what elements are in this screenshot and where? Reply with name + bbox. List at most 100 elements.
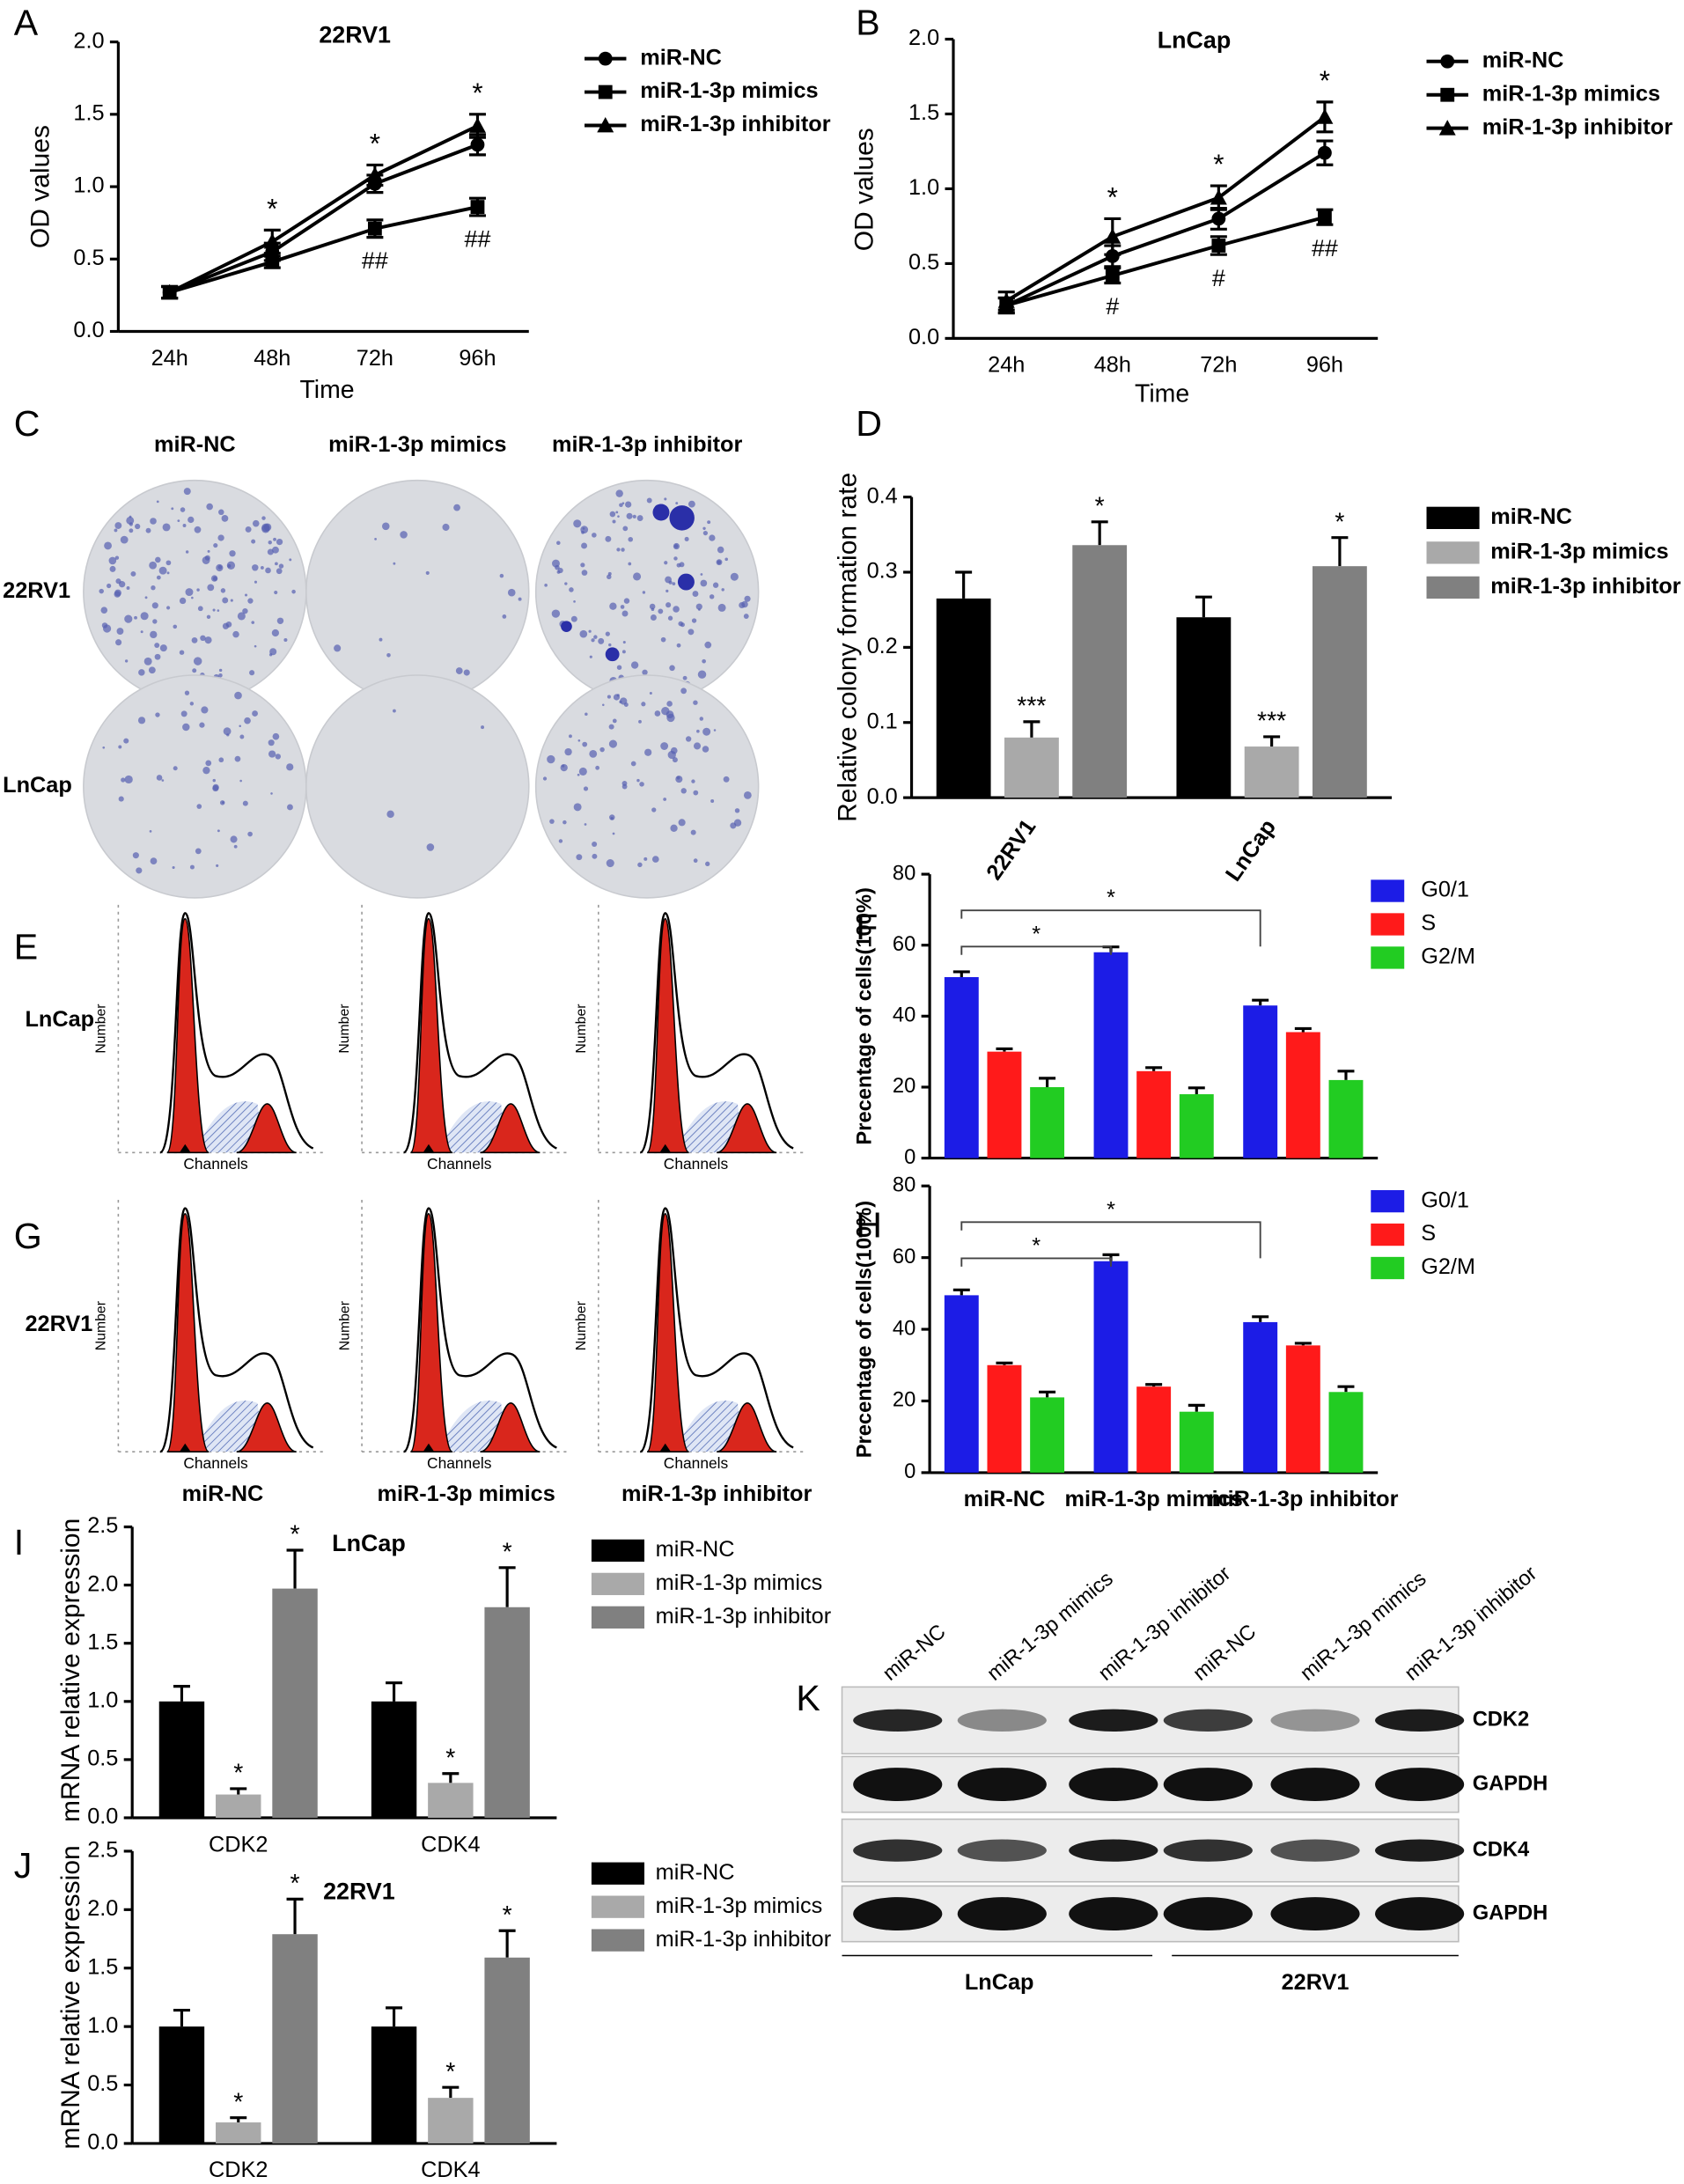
blot-band xyxy=(1375,1897,1465,1931)
colony xyxy=(247,598,254,604)
colony xyxy=(570,615,577,622)
colony xyxy=(230,835,238,843)
legend-swatch xyxy=(591,1895,644,1918)
error-bar xyxy=(1294,1026,1312,1033)
marker xyxy=(1318,145,1332,160)
colony xyxy=(425,570,430,575)
colony xyxy=(237,612,246,621)
colony xyxy=(693,700,698,705)
marker xyxy=(1211,211,1226,226)
annotation: * xyxy=(445,2058,455,2086)
colony xyxy=(154,653,161,660)
x-axis-label: Time xyxy=(1135,380,1189,408)
colony xyxy=(607,574,612,579)
colony xyxy=(612,519,616,524)
colony xyxy=(213,542,218,548)
colony xyxy=(741,600,748,608)
colony xyxy=(172,865,175,870)
colony xyxy=(518,597,522,601)
annotation: ## xyxy=(362,247,388,274)
annotation: * xyxy=(503,1901,512,1930)
panel-letter: C xyxy=(14,403,40,444)
colony xyxy=(613,694,621,701)
colony xyxy=(200,635,206,642)
colony xyxy=(273,537,276,541)
colony xyxy=(592,853,598,859)
colony xyxy=(379,637,383,642)
colony xyxy=(730,572,739,581)
bar xyxy=(158,2026,205,2144)
colony xyxy=(481,725,485,730)
colony xyxy=(212,778,216,783)
bar xyxy=(1243,1005,1278,1158)
colony xyxy=(134,615,137,620)
chart-title: 22RV1 xyxy=(323,1878,395,1904)
error-bar xyxy=(1188,1086,1205,1095)
colony xyxy=(705,861,710,867)
colony xyxy=(649,603,656,610)
panel-letter: H xyxy=(856,1205,882,1246)
colony xyxy=(700,573,703,576)
error-bar xyxy=(1145,1066,1163,1071)
y-tick-label: 0.5 xyxy=(87,1746,118,1771)
colony xyxy=(217,534,224,541)
colony xyxy=(287,804,293,811)
bar xyxy=(936,598,991,798)
colony xyxy=(102,746,106,749)
colony xyxy=(212,784,219,792)
colony xyxy=(126,516,135,525)
y-tick-label: 0.0 xyxy=(87,2130,118,2155)
colony xyxy=(619,503,623,508)
colony xyxy=(642,669,648,675)
panel-letter: D xyxy=(856,403,882,444)
legend-label: miR-NC xyxy=(640,45,722,70)
colony xyxy=(137,717,146,724)
colony xyxy=(182,723,190,732)
colony xyxy=(499,573,504,578)
colony xyxy=(283,637,288,643)
bar xyxy=(1285,1032,1320,1158)
error-bar xyxy=(1091,520,1108,546)
hist-marker xyxy=(659,1143,672,1153)
colony xyxy=(192,668,197,673)
colony xyxy=(191,596,194,599)
colony xyxy=(393,709,396,713)
colony xyxy=(272,732,280,740)
x-tick-label: 72h xyxy=(357,346,393,371)
lane-label: miR-NC xyxy=(1189,1621,1261,1686)
colony xyxy=(166,571,170,575)
colony xyxy=(118,796,124,802)
marker xyxy=(265,254,280,269)
colony xyxy=(588,629,592,633)
colony xyxy=(621,783,628,790)
colony xyxy=(602,703,605,707)
colony xyxy=(261,525,270,533)
colony xyxy=(115,639,122,646)
colony xyxy=(649,692,652,695)
colony xyxy=(712,582,719,588)
colony xyxy=(155,556,161,563)
colony xyxy=(644,748,652,756)
colony xyxy=(679,562,685,568)
bar xyxy=(1136,1070,1172,1158)
hist-marker xyxy=(423,1443,435,1452)
legend-label: G2/M xyxy=(1421,945,1475,969)
colony xyxy=(660,742,669,750)
error-bar xyxy=(1188,1403,1205,1412)
legend-marker xyxy=(1438,120,1456,136)
colony xyxy=(289,558,292,562)
colony xyxy=(556,540,561,546)
blot-band xyxy=(957,1897,1047,1931)
colony xyxy=(564,582,568,585)
blot-band xyxy=(1069,1839,1158,1862)
annotation: * xyxy=(233,2088,243,2116)
y-tick-label: 1.0 xyxy=(908,175,939,200)
colony xyxy=(183,488,191,496)
colony xyxy=(239,779,242,783)
colony xyxy=(251,539,256,544)
blot-band xyxy=(1375,1768,1465,1802)
colony xyxy=(189,864,195,870)
colony xyxy=(552,559,560,568)
legend-label: G0/1 xyxy=(1421,878,1469,902)
blot-band xyxy=(1069,1709,1158,1732)
